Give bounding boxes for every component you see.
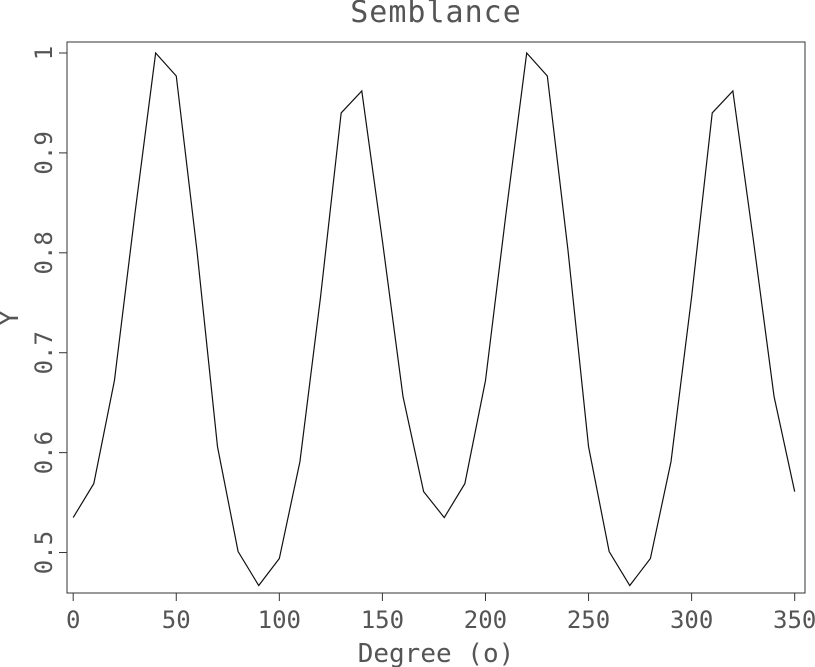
x-tick-label-1: 50 [162, 606, 191, 634]
x-tick-label-0: 0 [66, 606, 80, 634]
y-tick-label-0: 0.5 [30, 531, 58, 574]
x-tick-label-2: 100 [258, 606, 301, 634]
y-tick-label-2: 0.7 [30, 331, 58, 374]
x-tick-label-6: 300 [670, 606, 713, 634]
series-line [72, 51, 796, 587]
y-axis-label: Y [0, 310, 25, 326]
chart-title: Semblance [350, 0, 522, 30]
plot-frame [66, 41, 806, 594]
x-axis-label: Degree (o) [358, 639, 515, 667]
x-tick-label-3: 150 [361, 606, 404, 634]
x-tick-label-5: 250 [567, 606, 610, 634]
y-tick-label-4: 0.9 [30, 131, 58, 174]
y-tick-label-1: 0.6 [30, 431, 58, 474]
y-tick-label-5: 1 [30, 46, 58, 60]
x-tick-label-4: 200 [464, 606, 507, 634]
y-tick-label-3: 0.8 [30, 231, 58, 274]
x-axis: 0 50 100 150 200 250 300 350 [66, 593, 815, 634]
x-tick-label-7: 350 [773, 606, 815, 634]
y-axis: 0.5 0.6 0.7 0.8 0.9 1 [30, 46, 67, 574]
